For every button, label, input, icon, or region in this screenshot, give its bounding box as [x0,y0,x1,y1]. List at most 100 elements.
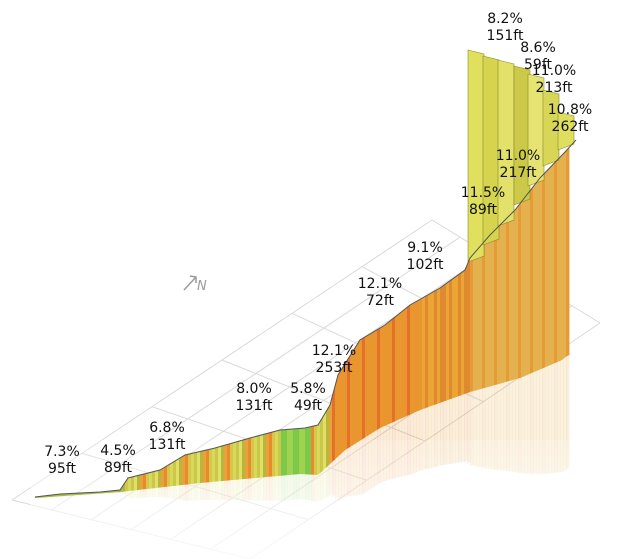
profile-strip [515,206,519,380]
profile-strip [566,147,570,357]
profile-strip [521,198,525,378]
profile-strip [440,285,444,403]
profile-strip [230,442,234,481]
profile-strip [398,312,402,420]
profile-strip [260,434,264,478]
segment-rise: 253ft [316,360,353,376]
segment-rise: 131ft [149,437,186,453]
profile-strip [458,272,462,397]
north-arrow-label: N [197,279,207,294]
profile-strip [461,270,465,396]
profile-strip [251,436,255,479]
profile-summit-strip [513,65,531,206]
profile-strip [404,307,408,418]
segment-label: 10.8%262ft [548,102,592,135]
profile-summit-strip [527,73,545,187]
profile-strip [443,283,447,402]
profile-strip [428,293,432,408]
profile-strip [218,446,222,482]
profile-strip [257,435,261,478]
segment-rise: 49ft [294,398,322,414]
profile-strip [350,351,354,447]
segment-label: 8.6%59ft [520,40,556,73]
profile-strip [269,432,273,477]
profile-strip [464,265,468,395]
profile-strip [455,275,459,398]
segment-grade: 12.1% [312,343,356,359]
profile-strip [290,428,294,475]
profile-strip [557,157,561,363]
segment-label: 8.0%131ft [236,381,273,414]
profile-strip [161,467,165,488]
profile-strip [437,288,441,404]
profile-strip [365,335,369,438]
profile-strip [359,338,363,442]
segment-grade: 5.8% [290,381,326,397]
profile-strip [188,453,192,485]
profile-strip [356,341,360,444]
profile-strip [449,279,453,400]
profile-strip [308,426,312,475]
segment-grade: 9.1% [407,240,443,256]
segment-grade: 7.3% [44,444,80,460]
profile-summit-strip [557,111,575,151]
segment-rise: 262ft [552,119,589,135]
segment-rise: 131ft [236,398,273,414]
profile-strip [314,425,318,475]
segment-label: 7.3%95ft [44,444,80,477]
profile-strip [551,163,555,365]
segment-grade: 11.5% [461,185,505,201]
profile-strip [179,456,183,486]
profile-strip [140,474,144,490]
segment-rise: 213ft [536,80,573,96]
segment-label: 5.8%49ft [290,381,326,414]
north-arrow: N [183,275,207,294]
profile-strip [368,333,372,436]
profile-strip [395,314,399,422]
profile-strip [206,449,210,483]
segment-grade: 8.2% [487,11,523,27]
profile-strip [134,475,138,491]
profile-strip [239,440,243,480]
profile-strip [542,172,546,369]
profile-strip [122,482,126,492]
profile-strip [431,291,435,407]
profile-strip [392,317,396,423]
profile-strip [482,240,486,389]
profile-strip [326,406,330,468]
profile-strip [380,326,384,428]
segment-label: 8.2%151ft [487,11,524,44]
profile-strip [311,425,315,475]
profile-strip [344,360,348,451]
profile-strip [299,428,303,475]
profile-strip [287,429,291,476]
profile-strip [200,450,204,483]
profile-strip [518,202,522,379]
segment-rise: 72ft [366,293,394,309]
profile-strip [506,216,510,382]
segment-grade: 8.0% [236,381,272,397]
segment-rise: 217ft [500,165,537,181]
profile-strip [500,222,504,384]
profile-strip [281,429,285,476]
segment-labels: 7.3%95ft4.5%89ft6.8%131ft8.0%131ft5.8%49… [44,11,592,477]
profile-strip [137,475,141,491]
profile-strip [503,219,507,383]
profile-strip [329,397,333,465]
profile-strip [362,337,366,440]
profile-strip [332,386,336,463]
profile-strip [191,452,195,485]
profile-strip [347,355,351,449]
profile-strip [560,154,564,361]
profile-outline [34,139,577,498]
profile-strip [236,441,240,480]
profile-strip [128,477,132,492]
profile-strip [539,175,543,370]
profile-strip [410,303,414,415]
profile-strip [263,433,267,478]
profile-strip [485,237,489,388]
profile-strip [413,301,417,414]
profile-strip [323,411,327,471]
